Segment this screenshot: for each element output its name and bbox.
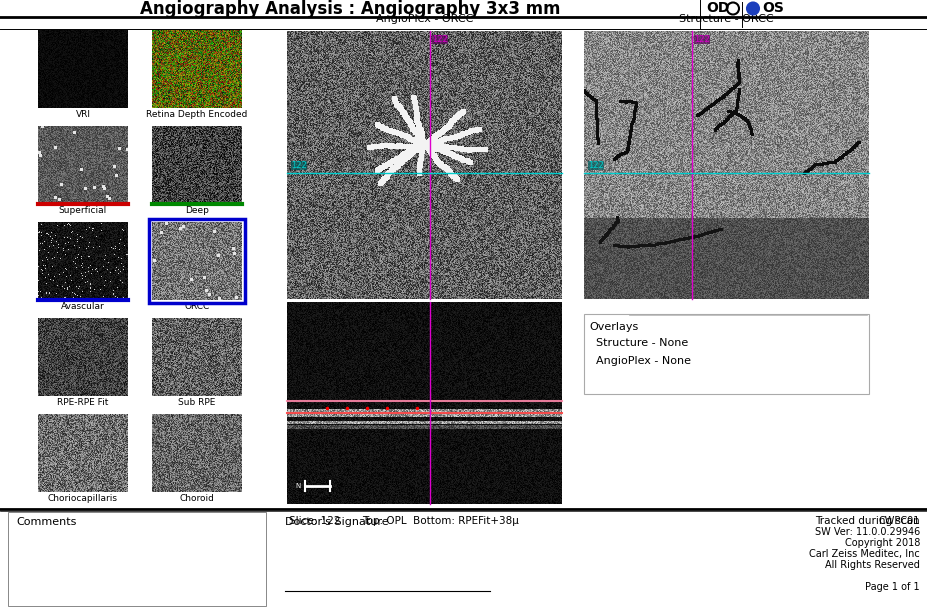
Text: AngioPlex - ORCC: AngioPlex - ORCC: [375, 14, 473, 24]
Text: VRI: VRI: [75, 110, 91, 119]
Text: ORCC: ORCC: [184, 302, 210, 311]
Text: Superficial: Superficial: [59, 206, 108, 215]
Text: OS: OS: [762, 1, 784, 15]
Text: Structure - ORCC: Structure - ORCC: [679, 14, 774, 24]
Text: N: N: [296, 483, 301, 489]
Text: All Rights Reserved: All Rights Reserved: [825, 560, 920, 570]
Text: Deep: Deep: [185, 206, 209, 215]
Bar: [149, 219, 245, 303]
Text: Copyright 2018: Copyright 2018: [844, 538, 920, 548]
Text: 122: 122: [694, 35, 710, 44]
Text: SW Ver: 11.0.0.29946: SW Ver: 11.0.0.29946: [815, 527, 920, 537]
Bar: [8, 512, 266, 606]
Text: RPE-RPE Fit: RPE-RPE Fit: [57, 398, 108, 407]
Text: Retina Depth Encoded: Retina Depth Encoded: [146, 110, 248, 119]
Text: 122: 122: [588, 161, 603, 170]
Bar: [584, 314, 869, 394]
Text: CWPC01: CWPC01: [879, 516, 920, 526]
Text: Page 1 of 1: Page 1 of 1: [866, 582, 920, 592]
Text: Overlays: Overlays: [589, 322, 639, 332]
Text: Top: OPL  Bottom: RPEFit+38μ: Top: OPL Bottom: RPEFit+38μ: [362, 516, 519, 526]
Text: Choriocapillaris: Choriocapillaris: [48, 494, 118, 503]
Text: Doctor's Signature: Doctor's Signature: [285, 517, 388, 527]
Text: OD: OD: [706, 1, 730, 15]
Text: Carl Zeiss Meditec, Inc: Carl Zeiss Meditec, Inc: [809, 549, 920, 559]
Text: Sub RPE: Sub RPE: [178, 398, 216, 407]
Text: 122: 122: [432, 35, 448, 44]
Text: Angiography Analysis : Angiography 3x3 mm: Angiography Analysis : Angiography 3x3 m…: [140, 0, 560, 18]
Text: Slice: 122: Slice: 122: [289, 516, 340, 526]
Text: Avascular: Avascular: [61, 302, 105, 311]
Text: Structure - None: Structure - None: [596, 338, 688, 348]
Text: 122: 122: [291, 161, 307, 170]
Text: Tracked during scan: Tracked during scan: [816, 516, 920, 526]
Text: Comments: Comments: [16, 517, 76, 527]
Text: Choroid: Choroid: [180, 494, 214, 503]
Text: AngioPlex - None: AngioPlex - None: [596, 356, 691, 366]
Circle shape: [747, 2, 759, 15]
